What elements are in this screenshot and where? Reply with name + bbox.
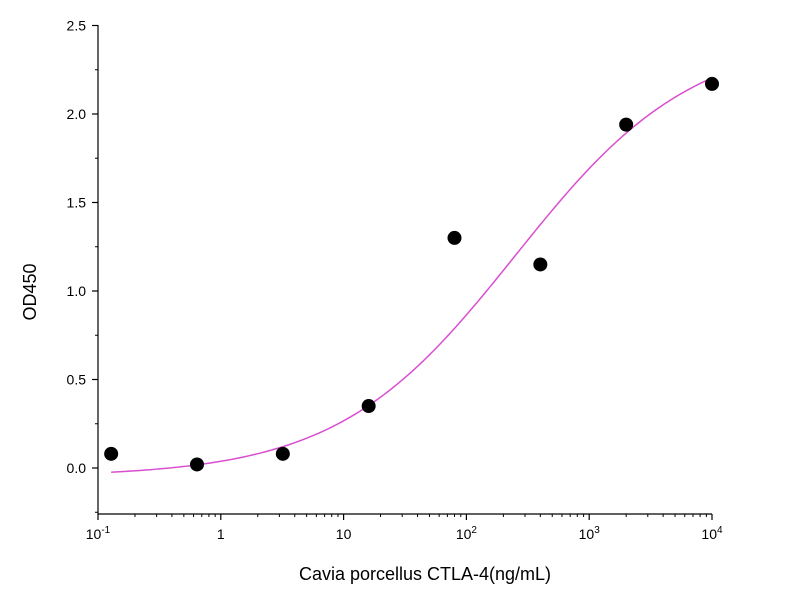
fit-curve	[111, 77, 713, 473]
y-tick-label: 2.0	[67, 106, 87, 122]
y-axis-title: OD450	[20, 263, 40, 320]
y-tick-label: 0.0	[67, 460, 87, 476]
data-point	[189, 457, 204, 472]
axes: 0.0 0.5 1.0 1.5 2.0 2.5 10-1 1 10 102 103 104	[67, 18, 723, 543]
fit-curve-layer	[111, 77, 713, 473]
data-point	[447, 230, 462, 245]
x-tick-label: 10-1	[86, 525, 111, 542]
x-axis-title: Cavia porcellus CTLA-4(ng/mL)	[299, 564, 551, 584]
data-point	[275, 446, 290, 461]
y-tick-label: 1.5	[67, 195, 87, 211]
data-point	[619, 117, 634, 132]
data-point	[361, 399, 376, 414]
x-tick-label: 102	[456, 525, 478, 542]
x-tick-label: 104	[701, 525, 723, 542]
data-point	[104, 446, 119, 461]
x-tick-label: 1	[217, 526, 225, 542]
x-tick-label: 10	[336, 526, 352, 542]
y-tick-label: 0.5	[67, 372, 87, 388]
data-points	[104, 76, 719, 472]
data-point	[533, 257, 548, 272]
x-tick-label: 103	[579, 525, 601, 542]
y-tick-label: 1.0	[67, 283, 87, 299]
data-point	[705, 76, 719, 91]
y-tick-label: 2.5	[67, 18, 87, 34]
